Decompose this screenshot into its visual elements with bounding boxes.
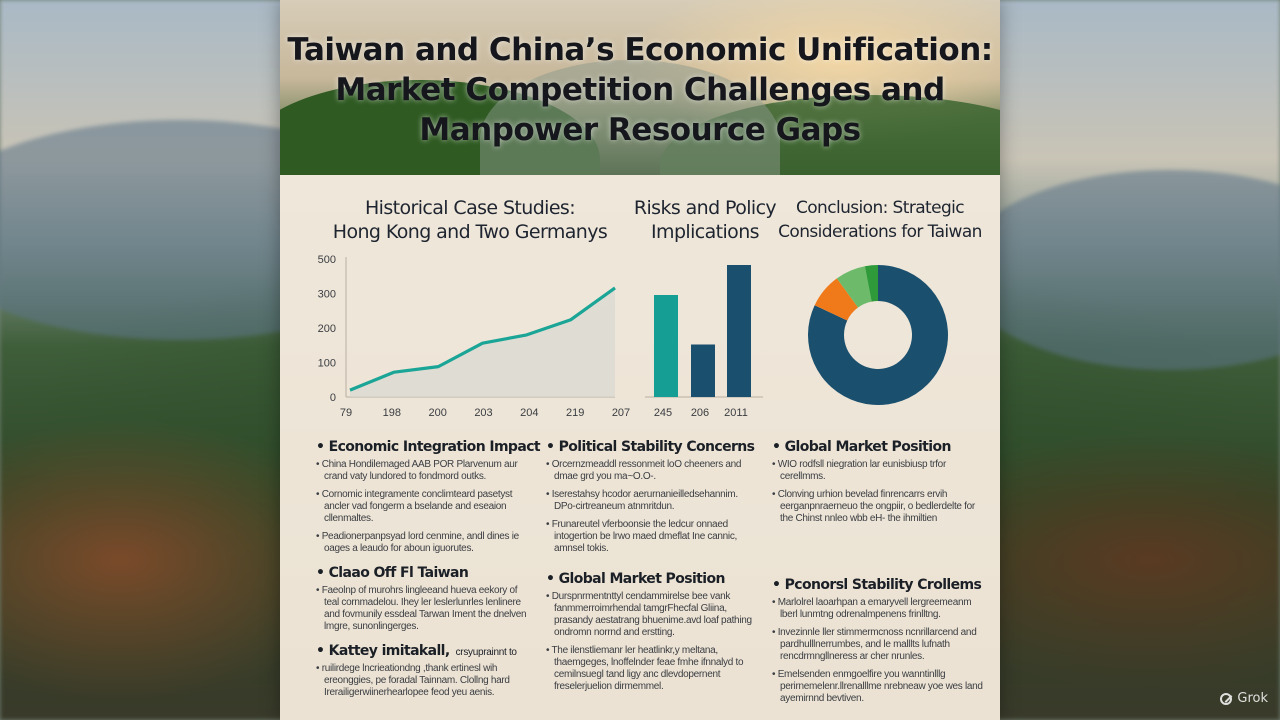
bar-category-label: 245 [654,407,672,419]
bullet-text: Faeolnp of murohrs lingleeand hueva eeko… [316,585,531,633]
x-tick-label: 200 [428,407,446,419]
bullet-text: ruilirdege lncrieationdng ,thank ertines… [316,663,531,699]
section-title-line: Historical Case Studies: [364,197,576,219]
charts-svg: 500 300 200 100 0 79 198 200 203 204 219 207 245 206 2… [318,254,948,419]
grok-watermark: Grok [1220,691,1268,706]
bullet-heading: Global Market Position [546,571,761,587]
bullet-section: Economic Integration Impact China Hondile… [316,439,541,555]
bullet-heading: Global Market Position [772,439,987,455]
bullet-text: Orcernzmeaddl ressonmeit loO cheeners an… [546,459,761,483]
pie-slice [814,278,859,321]
pie-slice [864,265,878,302]
watermark-label: Grok [1237,691,1268,706]
pie-slice [808,265,948,405]
bullet-section: Claao Off Fl Taiwan Faeolnp of murohrs li… [316,565,531,633]
y-tick-label: 200 [318,323,336,335]
infographic-poster: Taiwan and China’s Economic Unification:… [280,0,1000,720]
x-tick-label: 219 [566,407,584,419]
section-title-line: Hong Kong and Two Germanys [332,221,608,243]
bullet-text: WIO rodfsll niegration lar eunisbiusp tr… [772,459,987,483]
title-line-2: Market Competition Challenges and [335,72,945,108]
title-banner: Taiwan and China’s Economic Unification:… [280,0,1000,175]
bullet-text: Frunareutel vferboonsie the ledcur onnae… [546,519,761,555]
grok-logo-icon [1220,692,1233,705]
content-area: Historical Case Studies: Hong Kong and T… [280,175,1000,720]
section-title-line: Conclusion: Strategic [795,198,965,218]
bullet-heading: Kattey imitakall,crsyuprainnt to [316,643,531,659]
bullet-text: China Hondilemaged AAB POR Plarvenum aur… [316,459,531,483]
y-tick-label: 100 [318,358,336,370]
bullet-text: Emelsenden enmgoelfire you wanntinlllg p… [772,669,987,705]
y-tick-label: 300 [318,289,336,301]
bullet-section: Global Market Position WIO rodfsll niegra… [772,439,987,525]
bullet-heading: Political Stability Concerns [546,439,761,455]
bullet-text: Invezinnle ller stimmermcnoss ncnrillarc… [772,627,987,663]
bullet-heading-tail: crsyuprainnt to [455,647,517,658]
section-title-line: Risks and Policy [633,197,777,219]
page-title: Taiwan and China’s Economic Unification:… [280,30,1000,150]
x-tick-label: 203 [474,407,492,419]
bullet-text: Peadionerpanpsyad lord cenmine, andl din… [316,531,531,555]
bullet-text: Durspnrmentnttyl cendammirelse bee vank … [546,591,761,639]
y-tick-label: 500 [318,254,336,266]
title-line-3: Manpower Resource Gaps [419,112,861,148]
title-line-1: Taiwan and China’s Economic Unification: [287,32,993,68]
section-title-line: Considerations for Taiwan [778,222,982,242]
x-tick-label: 198 [383,407,401,419]
bar [727,265,751,397]
bullet-heading: Pconorsl Stability Crollems [772,577,987,593]
bullet-heading: Claao Off Fl Taiwan [316,565,531,581]
x-tick-label: 79 [340,407,352,419]
series-line [349,286,616,392]
bar-category-label: 2011 [724,407,748,419]
bullet-section: Global Market Position Durspnrmentnttyl c… [546,571,761,693]
pie-slice [836,266,872,308]
bar [691,344,715,397]
bullet-section: Pconorsl Stability Crollems Marlolrel lao… [772,577,987,705]
column-left: Economic Integration Impact China Hondile… [316,439,541,709]
section-title-historical: Historical Case Studies: Hong Kong and T… [310,196,630,244]
bullet-text: The ilenstliemanr ler heatlinkr,y meltan… [546,645,761,693]
bullet-text: Marlolrel laoarhpan a emaryvell lergreem… [772,597,987,621]
section-title-line: Implications [651,221,760,243]
bullet-section: Kattey imitakall,crsyuprainnt to ruilirde… [316,643,531,699]
bullet-text: Clonving urhion bevelad finrencarrs ervi… [772,489,987,525]
section-title-risks: Risks and Policy Implications [630,196,780,244]
bar [654,295,678,397]
y-tick-label: 0 [330,392,336,404]
x-tick-label: 207 [612,407,630,419]
bar-category-label: 206 [691,407,709,419]
section-title-conclusion: Conclusion: Strategic Considerations for… [775,196,985,244]
bullet-section: Political Stability Concerns Orcernzmeadd… [546,439,761,555]
bullet-heading: Economic Integration Impact [316,439,541,455]
bullet-text: Cornomic integramente conclimteard paset… [316,489,531,525]
column-right: Global Market Position WIO rodfsll niegra… [772,439,987,715]
column-middle: Political Stability Concerns Orcernzmeadd… [546,439,761,703]
x-tick-label: 204 [520,407,538,419]
bullet-text: Iserestahsy hcodor aerurnanieilledsehann… [546,489,761,513]
